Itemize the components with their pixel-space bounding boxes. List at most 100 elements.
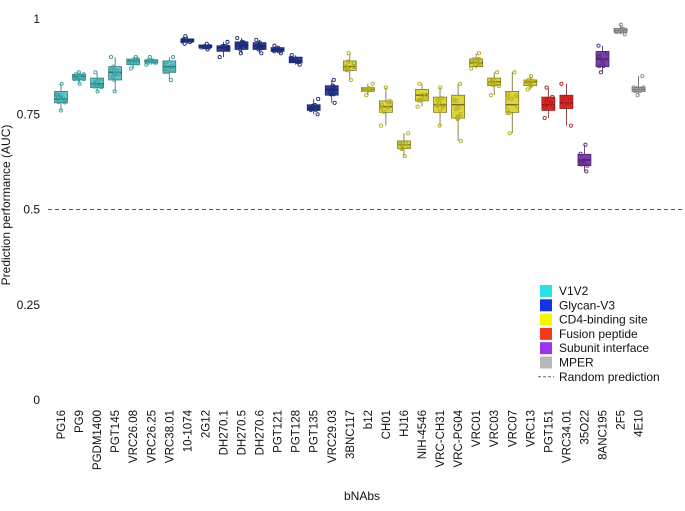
data-point (598, 70, 603, 75)
x-tick-label: 8ANC195 (598, 410, 610, 460)
data-point (328, 92, 333, 97)
box-dh270-1 (216, 39, 231, 60)
box-vrc03 (487, 70, 502, 98)
box-vrc01 (469, 51, 483, 71)
data-point (566, 94, 571, 100)
x-tick-label: VRC07 (507, 410, 519, 447)
data-point (310, 106, 315, 112)
data-point (81, 72, 86, 77)
data-point (254, 37, 259, 43)
data-point (435, 97, 440, 103)
data-point (58, 108, 63, 113)
legend-label: CD4-binding site (559, 313, 648, 327)
data-point (56, 99, 61, 104)
data-point (235, 36, 240, 41)
data-point (507, 131, 512, 136)
box-2g12 (198, 41, 213, 52)
data-point (620, 28, 625, 34)
data-point (130, 61, 135, 66)
box-ch01 (378, 85, 393, 128)
data-point (543, 105, 548, 110)
data-point (112, 89, 117, 94)
data-point (55, 92, 60, 97)
data-point (202, 44, 207, 49)
data-point (620, 26, 625, 31)
data-point (95, 89, 100, 94)
box-vrc26-25 (144, 55, 159, 67)
data-point (439, 96, 444, 101)
data-point (512, 70, 517, 75)
box-vrc29-03 (324, 77, 339, 105)
legend-item: Subunit interface (540, 341, 649, 355)
data-point (583, 142, 588, 147)
data-point (476, 51, 482, 56)
x-tick-label: 3BNC117 (345, 410, 357, 459)
legend-item: CD4-binding site (540, 313, 648, 327)
data-point (332, 100, 337, 105)
data-point (496, 81, 501, 87)
data-point (346, 59, 351, 64)
x-tick-label: DH270.6 (255, 410, 267, 455)
data-point (225, 39, 230, 44)
data-point (290, 58, 296, 63)
data-point (562, 98, 567, 104)
data-point (168, 77, 173, 83)
data-point (346, 51, 351, 56)
box-pgt145 (108, 55, 123, 94)
legend-label: Subunit interface (559, 341, 649, 355)
legend-label: Glycan-V3 (559, 298, 615, 312)
data-point (438, 85, 443, 90)
data-point (386, 100, 391, 105)
box-35o22 (577, 142, 592, 174)
data-point (550, 94, 555, 99)
data-point (437, 109, 443, 114)
data-point (316, 96, 321, 102)
data-point (261, 45, 266, 50)
legend-item: V1V2 (540, 284, 589, 298)
box-pgt135 (306, 96, 321, 117)
y-tick-label: 0.75 (17, 107, 41, 121)
data-point (152, 60, 157, 65)
box-pg16 (54, 81, 68, 113)
data-point (640, 86, 645, 91)
data-point (370, 81, 375, 86)
data-point (109, 55, 114, 60)
data-point (224, 45, 229, 50)
data-point (133, 58, 138, 63)
data-point (189, 38, 194, 43)
data-point (259, 51, 264, 56)
data-point (402, 154, 407, 159)
box-pgdm1400 (90, 70, 104, 94)
box-10-1074 (180, 34, 195, 46)
legend-swatch (540, 299, 552, 312)
box-nih-4546 (415, 81, 429, 109)
box-8anc195 (595, 43, 610, 75)
data-point (238, 47, 243, 52)
box-pg9 (72, 70, 86, 86)
data-point (437, 100, 442, 105)
data-point (272, 43, 277, 48)
x-tick-label: 2F5 (616, 410, 628, 430)
data-point (93, 70, 98, 75)
data-point (207, 44, 212, 49)
x-tick-label: PG9 (74, 410, 86, 433)
data-point (513, 94, 518, 99)
data-point (505, 111, 510, 116)
x-tick-label: VRC01 (471, 410, 483, 447)
data-point (110, 74, 115, 79)
data-point (316, 104, 321, 110)
data-point (582, 160, 587, 165)
data-point (584, 169, 589, 174)
data-point (569, 94, 574, 100)
box-dh270-5 (234, 36, 249, 56)
data-point (367, 87, 372, 92)
data-point (114, 68, 119, 73)
y-tick-label: 0.5 (23, 203, 40, 217)
data-point (308, 106, 313, 111)
y-axis-ticks: 0 0.25 0.5 0.75 1 (17, 12, 41, 407)
legend-label: V1V2 (559, 284, 589, 298)
legend-item: Random prediction (538, 370, 660, 384)
data-point (578, 151, 583, 156)
data-point (112, 71, 117, 77)
data-point (293, 56, 298, 61)
